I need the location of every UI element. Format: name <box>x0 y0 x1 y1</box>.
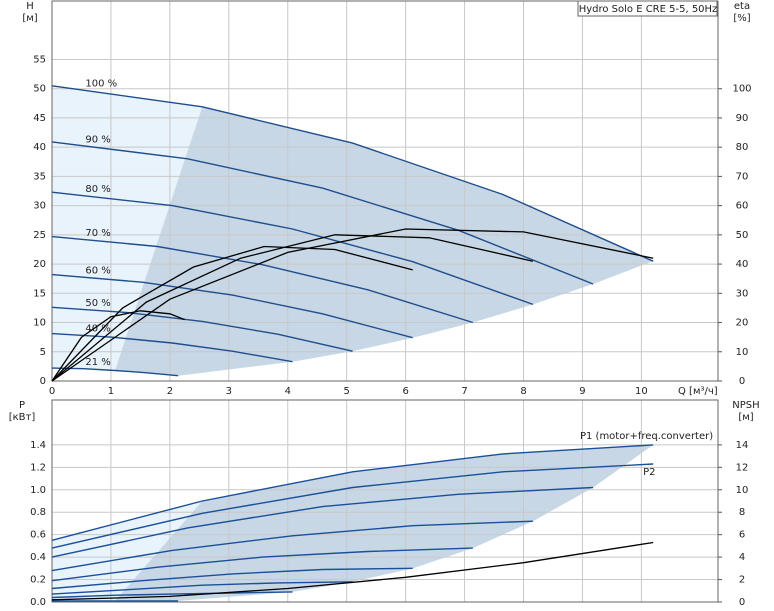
y2-axis-label: eta <box>734 1 750 12</box>
curve-label: 100 % <box>85 79 117 90</box>
y-tick-label: 1.2 <box>30 462 46 473</box>
curve-label: 40 % <box>85 324 110 335</box>
y-tick-label: 1.0 <box>30 485 46 496</box>
y2-tick-label: 40 <box>736 259 749 270</box>
x-tick-label: 4 <box>285 386 291 397</box>
y2-tick-label: 50 <box>736 230 749 241</box>
curve <box>51 520 533 572</box>
x-tick-label: 5 <box>344 386 350 397</box>
y2-tick-label: 0 <box>739 376 745 387</box>
x-tick-label: 10 <box>635 386 648 397</box>
curve <box>51 547 473 582</box>
y2-tick-label: 14 <box>736 440 749 451</box>
secondary-curve <box>51 541 654 601</box>
y2-tick-label: 60 <box>736 201 749 212</box>
x-tick-label: 1 <box>108 386 114 397</box>
y2-tick-label: 30 <box>736 288 749 299</box>
plot-frame <box>51 0 719 382</box>
secondary-curve <box>51 228 654 382</box>
x-tick-label: 2 <box>167 386 173 397</box>
x-tick-label: 3 <box>226 386 232 397</box>
y2-tick-label: 10 <box>736 485 749 496</box>
y-tick-label: 0.4 <box>30 552 46 563</box>
title-box <box>577 0 718 17</box>
y-tick-label: 0 <box>40 376 46 387</box>
y-axis-unit: [м] <box>22 13 37 24</box>
y-axis-label: P <box>19 400 25 411</box>
y-tick-label: 1.4 <box>30 440 46 451</box>
y2-tick-label: 12 <box>736 462 749 473</box>
curve <box>51 191 534 306</box>
secondary-curve <box>51 234 534 382</box>
y2-tick-label: 0 <box>739 597 745 608</box>
x-axis-label: Q [м³/ч] <box>678 386 718 397</box>
y-tick-label: 25 <box>33 230 46 241</box>
curve <box>51 235 474 324</box>
x-tick-label: 9 <box>579 386 585 397</box>
y2-tick-label: 4 <box>739 552 745 563</box>
y-tick-label: 0.8 <box>30 507 46 518</box>
y-tick-label: 35 <box>33 171 46 182</box>
y-tick-label: 5 <box>40 347 46 358</box>
plot-frame <box>51 399 719 603</box>
secondary-curve <box>51 310 185 382</box>
x-tick-label: 7 <box>461 386 467 397</box>
area-fill-dark <box>115 444 654 601</box>
y-tick-label: 0.0 <box>30 597 46 608</box>
curve <box>51 567 413 590</box>
y-tick-label: 15 <box>33 288 46 299</box>
y-tick-label: 45 <box>33 113 46 124</box>
y-tick-label: 0.2 <box>30 575 46 586</box>
y2-tick-label: 20 <box>736 318 749 329</box>
curve <box>51 486 594 558</box>
curve <box>51 273 413 339</box>
y2-tick-label: 6 <box>739 530 745 541</box>
y2-tick-label: 80 <box>736 142 749 153</box>
curve <box>51 444 654 541</box>
curve-label: 90 % <box>85 134 110 145</box>
x-tick-label: 0 <box>49 386 55 397</box>
curve <box>51 367 179 377</box>
area-fill-dark <box>115 106 654 376</box>
y2-axis-unit: [м] <box>738 412 753 423</box>
y-tick-label: 40 <box>33 142 46 153</box>
x-tick-label: 8 <box>520 386 526 397</box>
curve <box>51 463 654 549</box>
secondary-curve <box>51 245 413 382</box>
curve <box>51 581 353 595</box>
y2-tick-label: 2 <box>739 575 745 586</box>
y2-axis-unit: [%] <box>733 13 750 24</box>
curve <box>51 85 654 262</box>
y2-tick-label: 10 <box>736 347 749 358</box>
curve-label: P2 <box>643 467 655 478</box>
y-tick-label: 0.6 <box>30 530 46 541</box>
y2-tick-label: 8 <box>739 507 745 518</box>
y2-tick-label: 90 <box>736 113 749 124</box>
y2-tick-label: 70 <box>736 171 749 182</box>
curve-label: 50 % <box>85 298 110 309</box>
curve-label: 21 % <box>85 357 110 368</box>
y-tick-label: 50 <box>33 84 46 95</box>
y-tick-label: 20 <box>33 259 46 270</box>
curve-label: P1 (motor+freq.converter) <box>580 431 713 442</box>
curve <box>51 306 353 352</box>
y-tick-label: 10 <box>33 318 46 329</box>
y-tick-label: 30 <box>33 201 46 212</box>
y2-tick-label: 100 <box>732 84 751 95</box>
curve <box>51 591 293 599</box>
curve <box>51 141 594 285</box>
curve-label: 60 % <box>85 266 110 277</box>
curve-label: 80 % <box>85 184 110 195</box>
curve-label: 70 % <box>85 228 110 239</box>
x-tick-label: 6 <box>402 386 408 397</box>
curve <box>51 332 293 363</box>
y-axis-label: H <box>26 1 34 12</box>
y2-axis-label: NPSH <box>732 400 759 411</box>
y-axis-unit: [кВт] <box>9 412 36 423</box>
chart-title: Hydro Solo E CRE 5-5, 50Hz <box>579 4 718 15</box>
y-tick-label: 55 <box>33 54 46 65</box>
